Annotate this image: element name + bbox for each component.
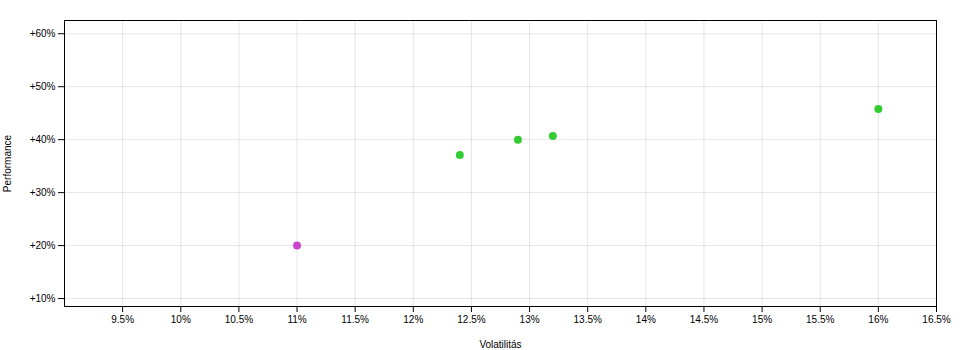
svg-text:10.5%: 10.5% bbox=[225, 314, 253, 325]
svg-text:9.5%: 9.5% bbox=[111, 314, 134, 325]
svg-text:12%: 12% bbox=[403, 314, 423, 325]
svg-text:+50%: +50% bbox=[30, 81, 56, 92]
svg-text:11.5%: 11.5% bbox=[341, 314, 369, 325]
svg-text:16.5%: 16.5% bbox=[922, 314, 950, 325]
svg-text:13%: 13% bbox=[520, 314, 540, 325]
svg-text:Volatilitás: Volatilitás bbox=[479, 339, 521, 350]
svg-text:+10%: +10% bbox=[30, 293, 56, 304]
svg-text:Performance: Performance bbox=[2, 134, 13, 192]
svg-text:11%: 11% bbox=[287, 314, 306, 325]
svg-text:10%: 10% bbox=[171, 314, 191, 325]
svg-text:13.5%: 13.5% bbox=[574, 314, 602, 325]
svg-text:16%: 16% bbox=[868, 314, 888, 325]
svg-text:15%: 15% bbox=[752, 314, 772, 325]
svg-text:14.5%: 14.5% bbox=[690, 314, 718, 325]
svg-text:+40%: +40% bbox=[30, 134, 56, 145]
svg-text:14%: 14% bbox=[636, 314, 656, 325]
svg-text:+60%: +60% bbox=[30, 28, 56, 39]
svg-text:12.5%: 12.5% bbox=[457, 314, 485, 325]
svg-text:15.5%: 15.5% bbox=[806, 314, 834, 325]
svg-text:+30%: +30% bbox=[30, 187, 56, 198]
svg-text:+20%: +20% bbox=[30, 240, 56, 251]
